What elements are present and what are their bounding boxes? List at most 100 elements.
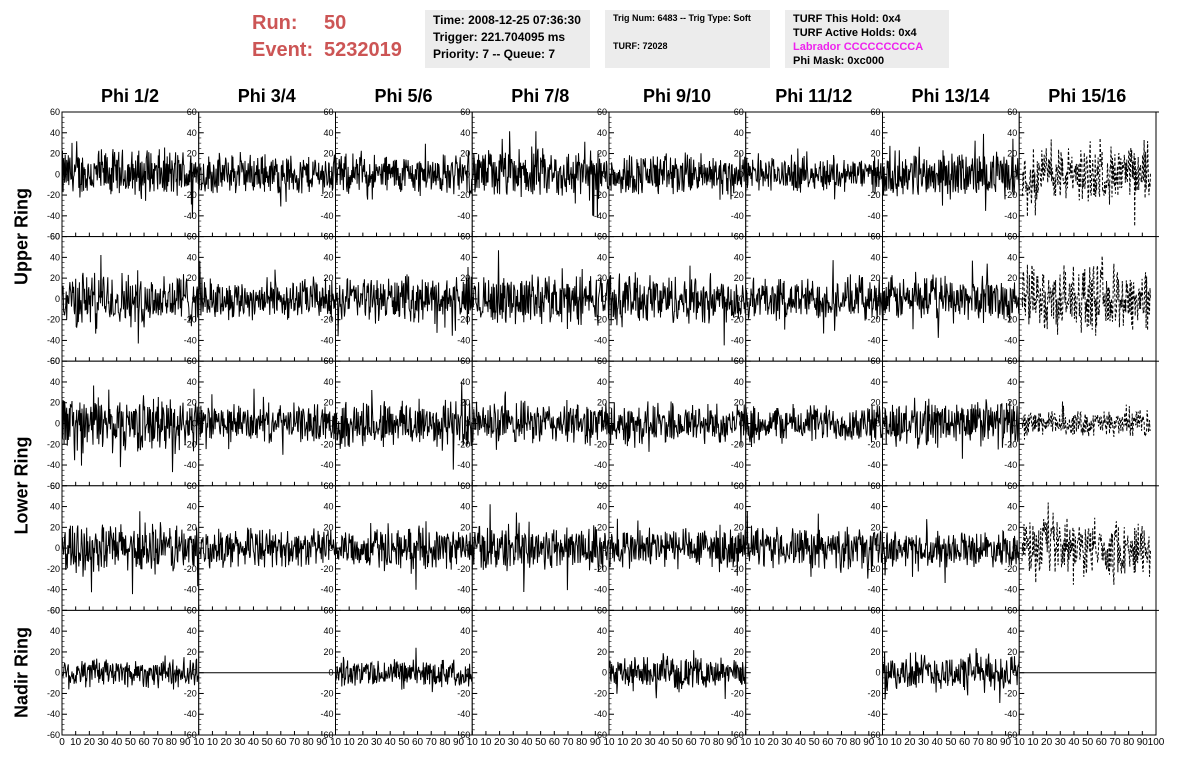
y-tick-label: -20 — [731, 439, 744, 449]
column-title: Phi 3/4 — [237, 86, 296, 106]
y-tick-label: 60 — [597, 481, 607, 491]
y-tick-label: 40 — [323, 252, 333, 262]
y-tick-label: 40 — [50, 626, 60, 636]
y-tick-label: 20 — [870, 647, 880, 657]
y-tick-label: 20 — [1007, 273, 1017, 283]
y-tick-label: 60 — [50, 107, 60, 117]
waveform-trace — [471, 131, 610, 218]
y-tick-label: 60 — [870, 232, 880, 242]
y-tick-label: -20 — [1004, 439, 1017, 449]
labrador-line: Labrador CCCCCCCCCA — [793, 41, 924, 53]
x-tick-label: 40 — [795, 737, 807, 748]
x-tick-label: 10 — [330, 737, 342, 748]
x-tick-label: 30 — [781, 737, 793, 748]
waveform-trace — [608, 152, 747, 200]
waveform-trace — [745, 260, 883, 334]
waveform-trace — [61, 254, 200, 344]
column-title: Phi 9/10 — [642, 86, 712, 106]
y-tick-label: -20 — [457, 688, 470, 698]
x-tick-label: 60 — [1096, 737, 1108, 748]
y-tick-label: 40 — [50, 128, 60, 138]
x-tick-label: 60 — [412, 737, 424, 748]
x-tick-label: 10 — [617, 737, 629, 748]
y-tick-label: 0 — [465, 169, 470, 179]
y-tick-label: 0 — [739, 419, 744, 429]
y-tick-label: 60 — [323, 481, 333, 491]
y-tick-label: -20 — [47, 688, 60, 698]
waveform-trace — [1021, 137, 1151, 227]
trig-num-line: Trig Num: 6483 -- Trig Type: Soft — [613, 13, 751, 23]
y-tick-label: 40 — [460, 626, 470, 636]
run-event-box: Run: 50 Event: 5232019 — [252, 10, 402, 64]
x-tick-label: 10 — [754, 737, 766, 748]
run-value: 50 — [324, 12, 347, 34]
y-tick-label: 40 — [597, 252, 607, 262]
waveform-trace — [1021, 401, 1151, 440]
y-tick-label: -40 — [867, 709, 880, 719]
y-tick-label: 40 — [1007, 252, 1017, 262]
y-tick-label: -40 — [1004, 211, 1017, 221]
waveform-trace — [61, 385, 200, 473]
waveform-trace — [335, 266, 473, 337]
event-label: Event: — [252, 39, 314, 61]
y-tick-label: -40 — [1004, 460, 1017, 470]
x-tick-label: 40 — [111, 737, 123, 748]
y-tick-label: 0 — [1012, 419, 1017, 429]
y-tick-label: -40 — [731, 335, 744, 345]
x-tick-label: 60 — [275, 737, 287, 748]
y-tick-label: 20 — [187, 522, 197, 532]
y-tick-label: -20 — [184, 564, 197, 574]
x-tick-label: 30 — [97, 737, 109, 748]
y-tick-label: 20 — [323, 398, 333, 408]
y-tick-label: 0 — [1012, 169, 1017, 179]
y-tick-label: 40 — [870, 626, 880, 636]
waveform-trace — [745, 403, 883, 448]
y-tick-label: 40 — [187, 252, 197, 262]
y-tick-label: -40 — [47, 211, 60, 221]
y-tick-label: -40 — [184, 709, 197, 719]
x-tick-label: 10 — [467, 737, 479, 748]
y-tick-label: 60 — [460, 605, 470, 615]
turf-active-line: TURF Active Holds: 0x4 — [793, 27, 917, 39]
y-tick-label: -20 — [184, 190, 197, 200]
y-tick-label: 20 — [734, 273, 744, 283]
waveform-trace — [471, 391, 610, 450]
x-tick-label: 90 — [453, 737, 465, 748]
y-tick-label: 40 — [597, 377, 607, 387]
y-tick-label: -40 — [320, 585, 333, 595]
x-tick-label: 50 — [1082, 737, 1094, 748]
y-tick-label: 0 — [192, 169, 197, 179]
y-tick-label: 0 — [739, 294, 744, 304]
y-tick-label: -20 — [47, 315, 60, 325]
y-tick-label: 40 — [597, 128, 607, 138]
y-tick-label: 0 — [875, 169, 880, 179]
time-info-box: Time: 2008-12-25 07:36:30 Trigger: 221.7… — [425, 10, 590, 68]
y-tick-label: 40 — [1007, 502, 1017, 512]
turf-info-box: TURF This Hold: 0x4 TURF Active Holds: 0… — [785, 10, 949, 68]
x-tick-label: 40 — [1068, 737, 1080, 748]
x-tick-label: 30 — [234, 737, 246, 748]
y-tick-label: 60 — [734, 605, 744, 615]
y-tick-label: 40 — [870, 502, 880, 512]
y-tick-label: -60 — [594, 730, 607, 740]
panel-frame — [335, 111, 473, 238]
y-tick-label: 20 — [597, 522, 607, 532]
y-tick-label: -20 — [731, 688, 744, 698]
y-tick-label: 20 — [1007, 647, 1017, 657]
waveform-trace — [471, 504, 610, 593]
y-tick-label: 0 — [465, 668, 470, 678]
y-tick-label: 20 — [734, 647, 744, 657]
y-tick-label: 40 — [187, 128, 197, 138]
y-tick-label: 20 — [50, 647, 60, 657]
y-tick-label: -20 — [47, 564, 60, 574]
x-tick-label: 70 — [152, 737, 164, 748]
y-tick-label: -20 — [47, 439, 60, 449]
column-title: Phi 13/14 — [911, 86, 990, 106]
